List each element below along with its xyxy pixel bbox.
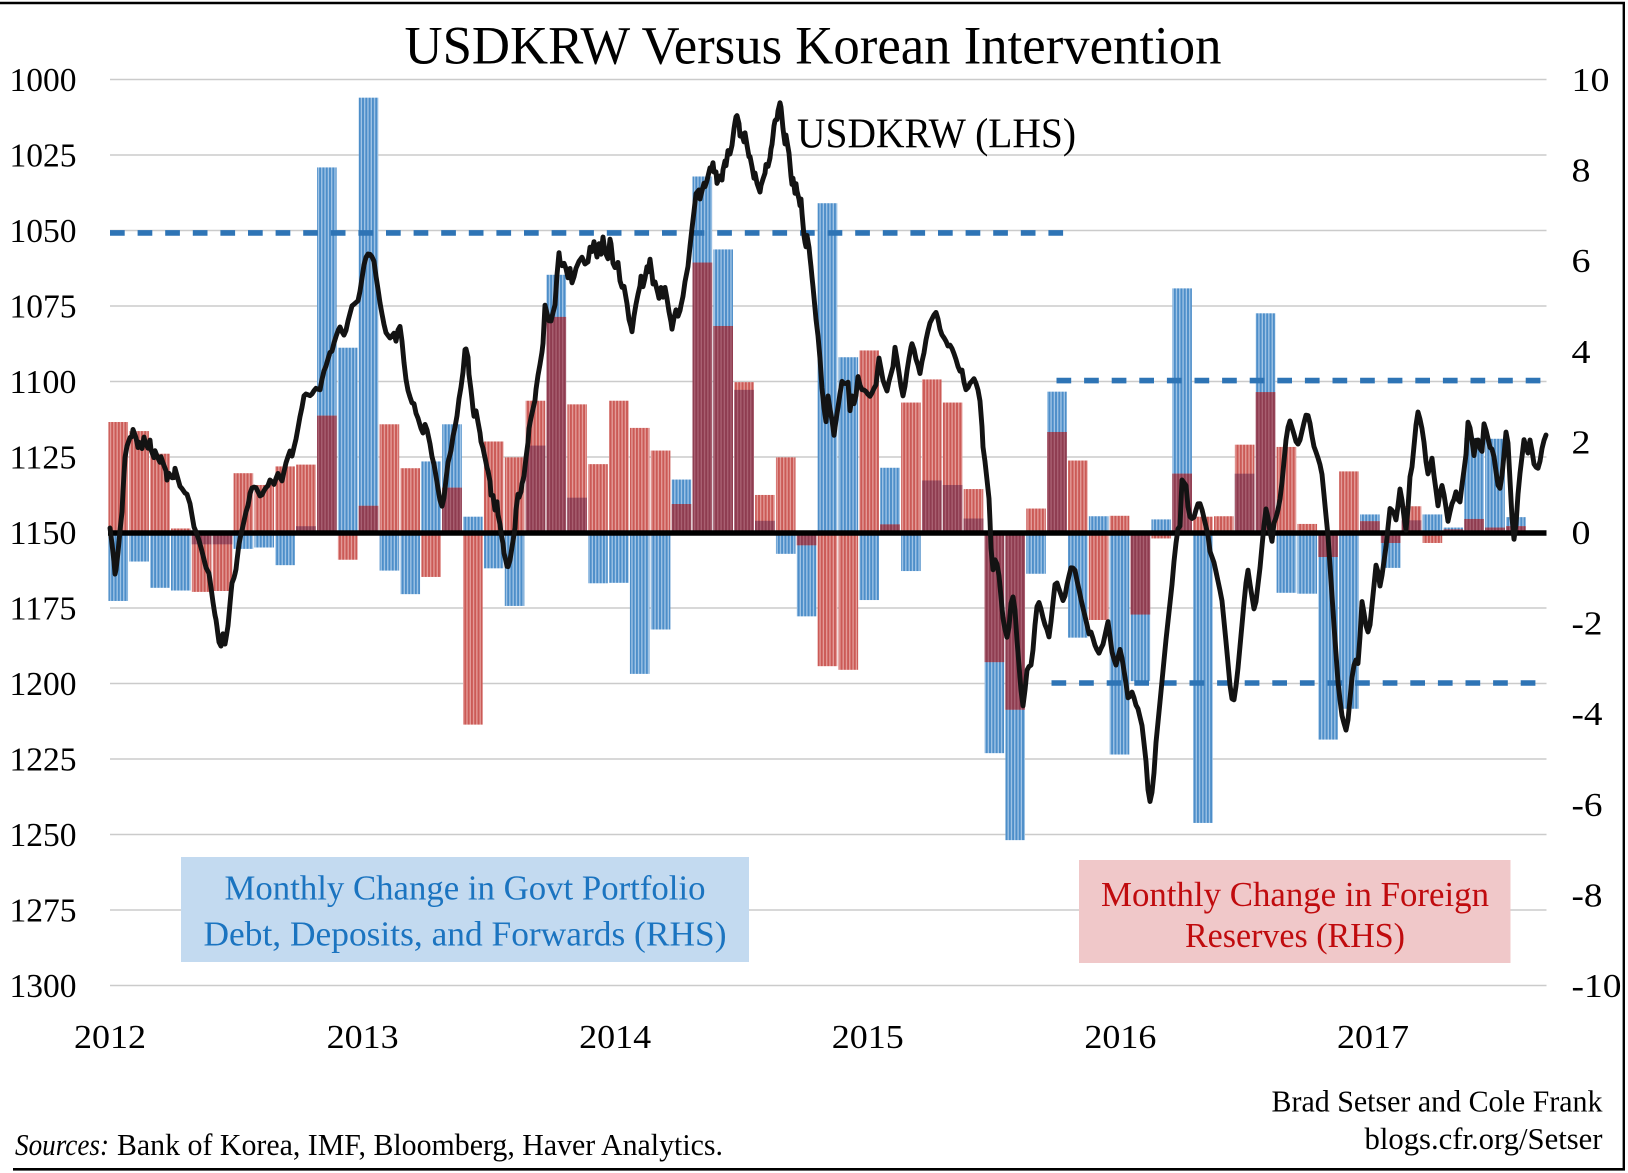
svg-text:blogs.cfr.org/Setser: blogs.cfr.org/Setser — [1365, 1121, 1604, 1156]
svg-text:0: 0 — [1572, 515, 1591, 552]
svg-text:Sources:: Sources: — [15, 1127, 109, 1162]
svg-text:2016: 2016 — [1084, 1019, 1156, 1056]
svg-text:1200: 1200 — [10, 666, 77, 703]
svg-text:-10: -10 — [1572, 968, 1622, 1005]
svg-text:2017: 2017 — [1337, 1019, 1409, 1056]
svg-text:Bank of Korea, IMF, Bloomberg,: Bank of Korea, IMF, Bloomberg, Haver Ana… — [117, 1127, 723, 1162]
svg-text:1225: 1225 — [10, 742, 77, 779]
svg-text:8: 8 — [1572, 153, 1591, 190]
svg-text:1175: 1175 — [10, 591, 77, 628]
svg-text:2015: 2015 — [832, 1019, 904, 1056]
svg-text:Reserves (RHS): Reserves (RHS) — [1185, 916, 1405, 955]
svg-text:2014: 2014 — [579, 1019, 651, 1056]
svg-text:1125: 1125 — [10, 440, 77, 477]
svg-text:4: 4 — [1572, 334, 1591, 371]
svg-text:1050: 1050 — [10, 213, 77, 250]
svg-text:2: 2 — [1572, 424, 1591, 461]
svg-text:1150: 1150 — [10, 515, 77, 552]
svg-text:1300: 1300 — [10, 968, 77, 1005]
svg-text:Debt, Deposits, and Forwards (: Debt, Deposits, and Forwards (RHS) — [204, 915, 727, 954]
svg-text:1100: 1100 — [10, 364, 77, 401]
svg-text:-6: -6 — [1572, 787, 1603, 824]
svg-text:1000: 1000 — [10, 62, 77, 99]
svg-text:Monthly Change in Foreign: Monthly Change in Foreign — [1101, 875, 1489, 914]
svg-text:2012: 2012 — [74, 1019, 146, 1056]
svg-text:1275: 1275 — [10, 893, 77, 930]
svg-text:USDKRW (LHS): USDKRW (LHS) — [797, 112, 1076, 158]
svg-text:-4: -4 — [1572, 696, 1603, 733]
svg-text:1075: 1075 — [10, 289, 77, 326]
svg-text:1250: 1250 — [10, 817, 77, 854]
svg-text:2013: 2013 — [327, 1019, 399, 1056]
svg-text:USDKRW Versus Korean Intervent: USDKRW Versus Korean Intervention — [405, 16, 1222, 76]
svg-text:6: 6 — [1572, 243, 1591, 280]
svg-text:1025: 1025 — [10, 138, 77, 175]
svg-text:10: 10 — [1572, 62, 1610, 99]
svg-text:Monthly Change in Govt Portfol: Monthly Change in Govt Portfolio — [225, 869, 706, 908]
svg-text:Brad Setser and Cole Frank: Brad Setser and Cole Frank — [1272, 1084, 1603, 1119]
svg-text:-8: -8 — [1572, 877, 1603, 914]
svg-text:-2: -2 — [1572, 606, 1603, 643]
